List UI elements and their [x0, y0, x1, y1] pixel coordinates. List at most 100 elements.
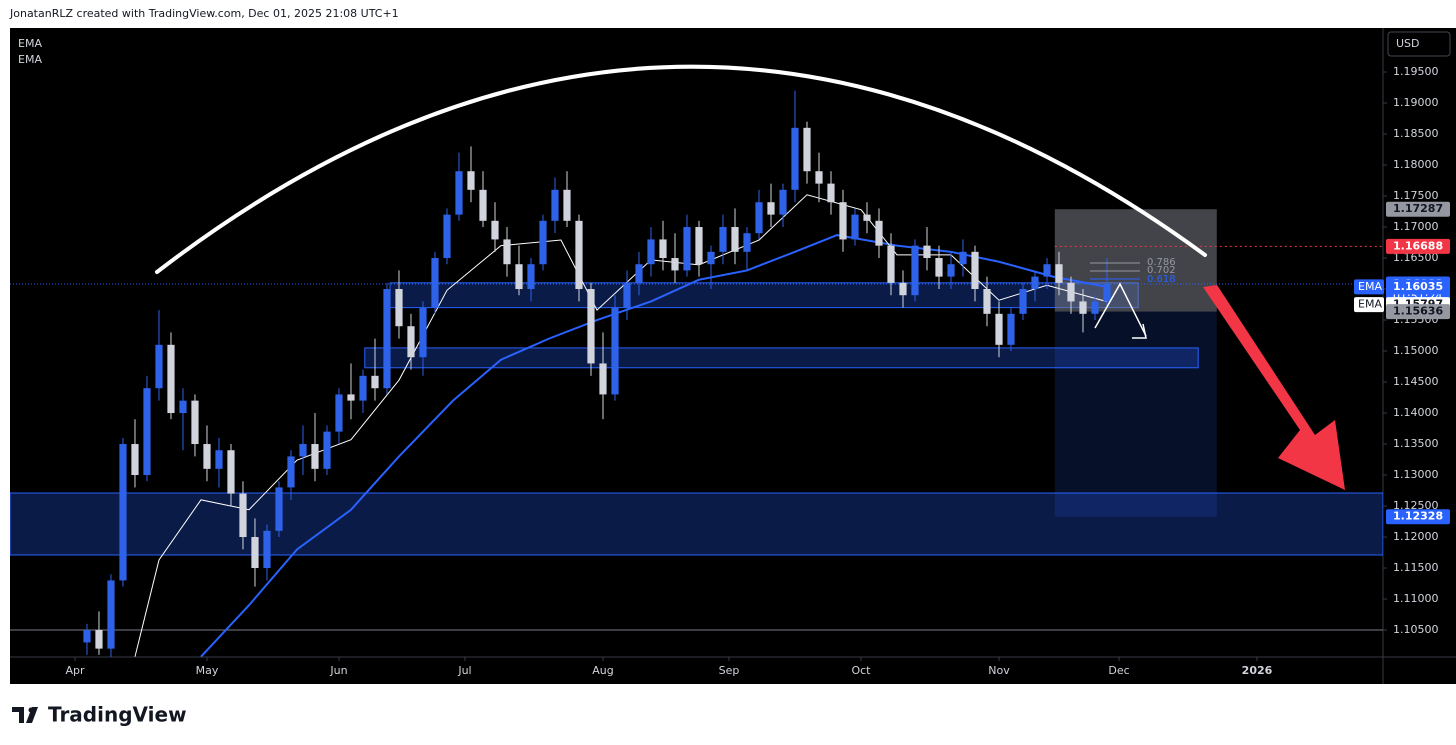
position-target-tag-bg: [1386, 509, 1450, 525]
y-tick-label: 1.11000: [1393, 592, 1439, 605]
y-tick-label: 1.17500: [1393, 189, 1439, 202]
candle-body: [731, 227, 739, 252]
candle-body: [431, 258, 439, 308]
candle-body: [647, 239, 655, 265]
candle-body: [227, 450, 235, 494]
ema-name-bg: [1354, 279, 1384, 295]
candle-body: [1019, 289, 1027, 314]
zone: [10, 492, 1383, 556]
currency: USD: [1396, 37, 1420, 50]
position-risk: [1054, 209, 1217, 312]
alert-tag: 1.16688: [1393, 239, 1443, 252]
y-tick-label: 1.12500: [1393, 499, 1439, 512]
candle-body: [779, 189, 787, 215]
legend-entry: EMA: [18, 37, 42, 50]
candle-body: [863, 214, 871, 221]
position-reward: [1054, 311, 1217, 517]
position-entry-tag-bg: [1386, 304, 1450, 320]
candle-body: [707, 251, 715, 265]
x-tick-label: Dec: [1108, 664, 1129, 677]
candle-body: [635, 264, 643, 283]
ema-tag-bg: [1386, 279, 1450, 295]
candle-body: [479, 189, 487, 221]
candle-body: [1007, 313, 1015, 345]
candle-body: [1079, 301, 1087, 314]
candle-body: [1031, 276, 1039, 290]
candle-body: [179, 400, 187, 414]
candle-body: [719, 227, 727, 252]
x-tick-label: Nov: [988, 664, 1010, 677]
candle-body: [623, 282, 631, 308]
fib-label: 0.786: [1147, 257, 1176, 268]
position-top-tag: 1.17287: [1393, 202, 1443, 215]
candle-body: [167, 344, 175, 414]
candle-body: [419, 307, 427, 358]
y-tick-label: 1.13500: [1393, 437, 1439, 450]
candle-body: [359, 375, 367, 401]
y-tick-label: 1.19000: [1393, 96, 1439, 109]
alert-tag-bg: [1386, 238, 1450, 254]
candle-body: [659, 239, 667, 259]
candle-body: [107, 580, 115, 649]
candle-body: [911, 245, 919, 296]
candle-body: [899, 282, 907, 296]
candle-body: [83, 630, 91, 643]
x-tick-label: May: [196, 664, 219, 677]
candle-body: [383, 289, 391, 389]
candle-body: [551, 189, 559, 221]
y-tick-label: 1.16500: [1393, 251, 1439, 264]
x-tick-label: 2026: [1242, 664, 1273, 677]
candle-body: [131, 444, 139, 476]
currency-box[interactable]: [1387, 31, 1451, 57]
logo-dot: [28, 707, 34, 713]
candle-body: [791, 127, 799, 190]
zone: [364, 347, 1199, 369]
plot: [83, 90, 1111, 657]
candle-body: [95, 630, 103, 649]
x-tick-label: Jul: [457, 664, 471, 677]
candle-body: [563, 189, 571, 221]
candle-body: [371, 375, 379, 389]
candle-body: [443, 214, 451, 259]
candle-body: [251, 537, 259, 569]
candle-body: [203, 444, 211, 469]
candle-body: [299, 444, 307, 457]
candle-body: [467, 171, 475, 190]
annotations: [155, 64, 1345, 490]
candle-body: [1067, 282, 1075, 302]
y-tick-label: 1.15000: [1393, 344, 1439, 357]
candle-body: [1091, 301, 1099, 314]
candle-body: [239, 493, 247, 538]
candle-body: [287, 456, 295, 488]
x-tick-label: Oct: [851, 664, 871, 677]
candle-body: [1043, 264, 1051, 277]
candle-body: [803, 127, 811, 172]
fib-label: 0.702: [1147, 265, 1176, 276]
ema-name: EMA: [1358, 280, 1382, 293]
candle-body: [215, 450, 223, 469]
candle-body: [815, 171, 823, 184]
y-tick-label: 1.12000: [1393, 530, 1439, 543]
candle-body: [695, 227, 703, 265]
candle-body: [323, 431, 331, 469]
logo: [12, 707, 38, 723]
candle-body: [335, 394, 343, 432]
x-tick-label: Aug: [592, 664, 613, 677]
candle-body: [887, 245, 895, 283]
y-tick-label: 1.18500: [1393, 127, 1439, 140]
y-tick-label: 1.19500: [1393, 65, 1439, 78]
candle-body: [671, 258, 679, 271]
candle-body: [155, 344, 163, 389]
candle-body: [119, 444, 127, 581]
candle-body: [827, 183, 835, 203]
brand: TradingView: [48, 703, 187, 727]
projection-arrowhead: [1132, 323, 1147, 339]
position-top-tag-bg: [1386, 201, 1450, 217]
ema-tag: 1.16035: [1393, 280, 1443, 293]
y-tick-label: 1.11500: [1393, 561, 1439, 574]
candle-body: [263, 530, 271, 569]
y-tick-label: 1.10500: [1393, 623, 1439, 636]
chart-area: [10, 28, 1456, 684]
candle-body: [515, 264, 523, 290]
